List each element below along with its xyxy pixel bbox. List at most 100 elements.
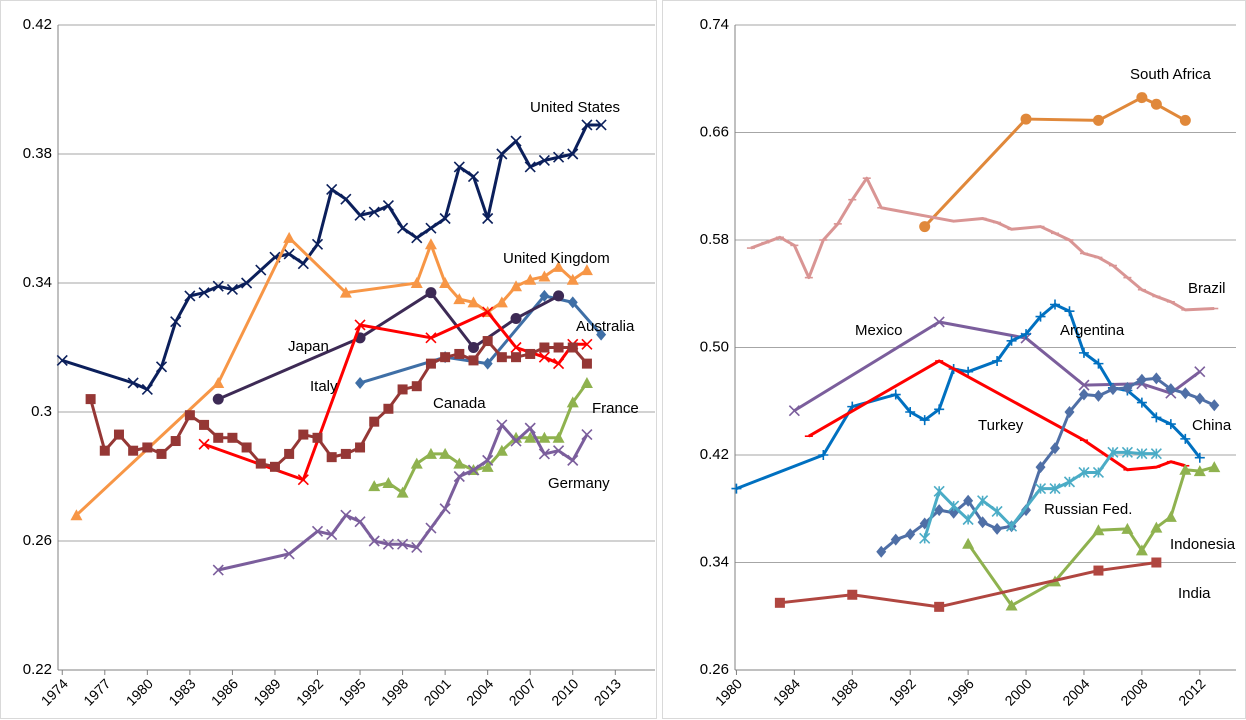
data-point [538, 270, 551, 282]
data-point [85, 394, 96, 405]
data-point [1005, 599, 1018, 611]
marker-stroke [56, 354, 68, 366]
marker-shape [1209, 399, 1220, 412]
data-point [524, 161, 536, 173]
data-point [1092, 524, 1105, 536]
marker-shape [1151, 557, 1162, 568]
data-point [440, 352, 451, 363]
data-point [919, 221, 931, 233]
marker-shape [440, 352, 451, 363]
data-point [482, 336, 493, 347]
data-point [581, 358, 592, 369]
data-point [511, 352, 522, 363]
marker-stroke [595, 119, 607, 131]
y-tick-label: 0.26 [23, 532, 52, 549]
marker-shape [977, 516, 988, 529]
data-point [170, 316, 182, 328]
marker-shape [510, 280, 523, 292]
marker-shape [411, 381, 422, 392]
marker-shape [368, 480, 381, 492]
marker-shape [552, 431, 565, 443]
marker-shape [156, 448, 167, 459]
marker-shape [525, 348, 536, 359]
series-label: Brazil [1188, 280, 1226, 297]
marker-stroke [992, 355, 1003, 366]
data-point [56, 354, 68, 366]
series-label: Germany [548, 475, 610, 492]
data-point [538, 351, 550, 363]
marker-stroke [1136, 397, 1147, 408]
marker-shape [1122, 381, 1133, 394]
marker-shape [1078, 388, 1089, 401]
marker-stroke [524, 161, 536, 173]
data-point [298, 429, 309, 440]
data-point [255, 458, 266, 469]
data-point [340, 193, 352, 205]
data-point [410, 277, 423, 288]
marker-stroke [948, 500, 960, 512]
data-point [567, 342, 578, 353]
marker-shape [580, 376, 593, 388]
data-point [227, 432, 238, 443]
data-point [212, 393, 224, 405]
marker-shape [1151, 372, 1162, 385]
data-point [170, 436, 181, 447]
marker-shape [934, 601, 945, 612]
data-point [566, 273, 579, 285]
marker-stroke [297, 258, 309, 270]
data-point [1194, 366, 1206, 378]
data-point [1092, 114, 1104, 126]
series-label: Italy [310, 378, 338, 395]
series-label: Indonesia [1170, 536, 1236, 553]
data-point [199, 419, 210, 430]
marker-stroke [1006, 335, 1017, 346]
data-point [496, 148, 508, 160]
marker-stroke [496, 148, 508, 160]
marker-shape [1179, 114, 1191, 126]
y-tick-label: 0.42 [23, 16, 52, 33]
marker-stroke [368, 535, 380, 547]
data-point [905, 528, 916, 541]
data-point [397, 222, 409, 234]
marker-stroke [283, 248, 295, 260]
data-point [467, 171, 480, 183]
marker-stroke [212, 280, 224, 292]
marker-stroke [963, 366, 974, 377]
marker-stroke [1093, 358, 1104, 369]
marker-shape [581, 358, 592, 369]
data-point [1209, 399, 1220, 412]
marker-shape [1092, 114, 1104, 126]
marker-shape [1179, 463, 1192, 475]
data-point [934, 504, 945, 517]
data-point [467, 296, 480, 308]
marker-stroke [962, 513, 974, 526]
data-point [510, 435, 522, 447]
marker-shape [424, 447, 437, 459]
data-point [1050, 299, 1060, 310]
data-point [552, 431, 565, 443]
data-point [382, 538, 394, 550]
data-point [890, 389, 901, 400]
marker-shape [283, 231, 296, 243]
marker-stroke [311, 238, 324, 250]
marker-stroke [1063, 476, 1076, 488]
marker-shape [339, 286, 352, 298]
data-point [113, 429, 124, 440]
data-point [1006, 335, 1017, 346]
data-point [539, 342, 550, 353]
marker-shape [963, 494, 974, 507]
marker-shape [269, 461, 280, 472]
data-point [1179, 114, 1191, 126]
data-point [397, 384, 408, 395]
marker-shape [1180, 387, 1191, 400]
data-point [213, 432, 224, 443]
data-point [580, 376, 593, 388]
marker-shape [495, 444, 508, 456]
marker-stroke [977, 495, 989, 507]
data-point [847, 589, 858, 600]
data-point [496, 352, 507, 363]
data-point [1194, 452, 1205, 463]
data-point [454, 348, 465, 359]
data-point [1121, 446, 1133, 458]
data-point [1092, 466, 1105, 479]
